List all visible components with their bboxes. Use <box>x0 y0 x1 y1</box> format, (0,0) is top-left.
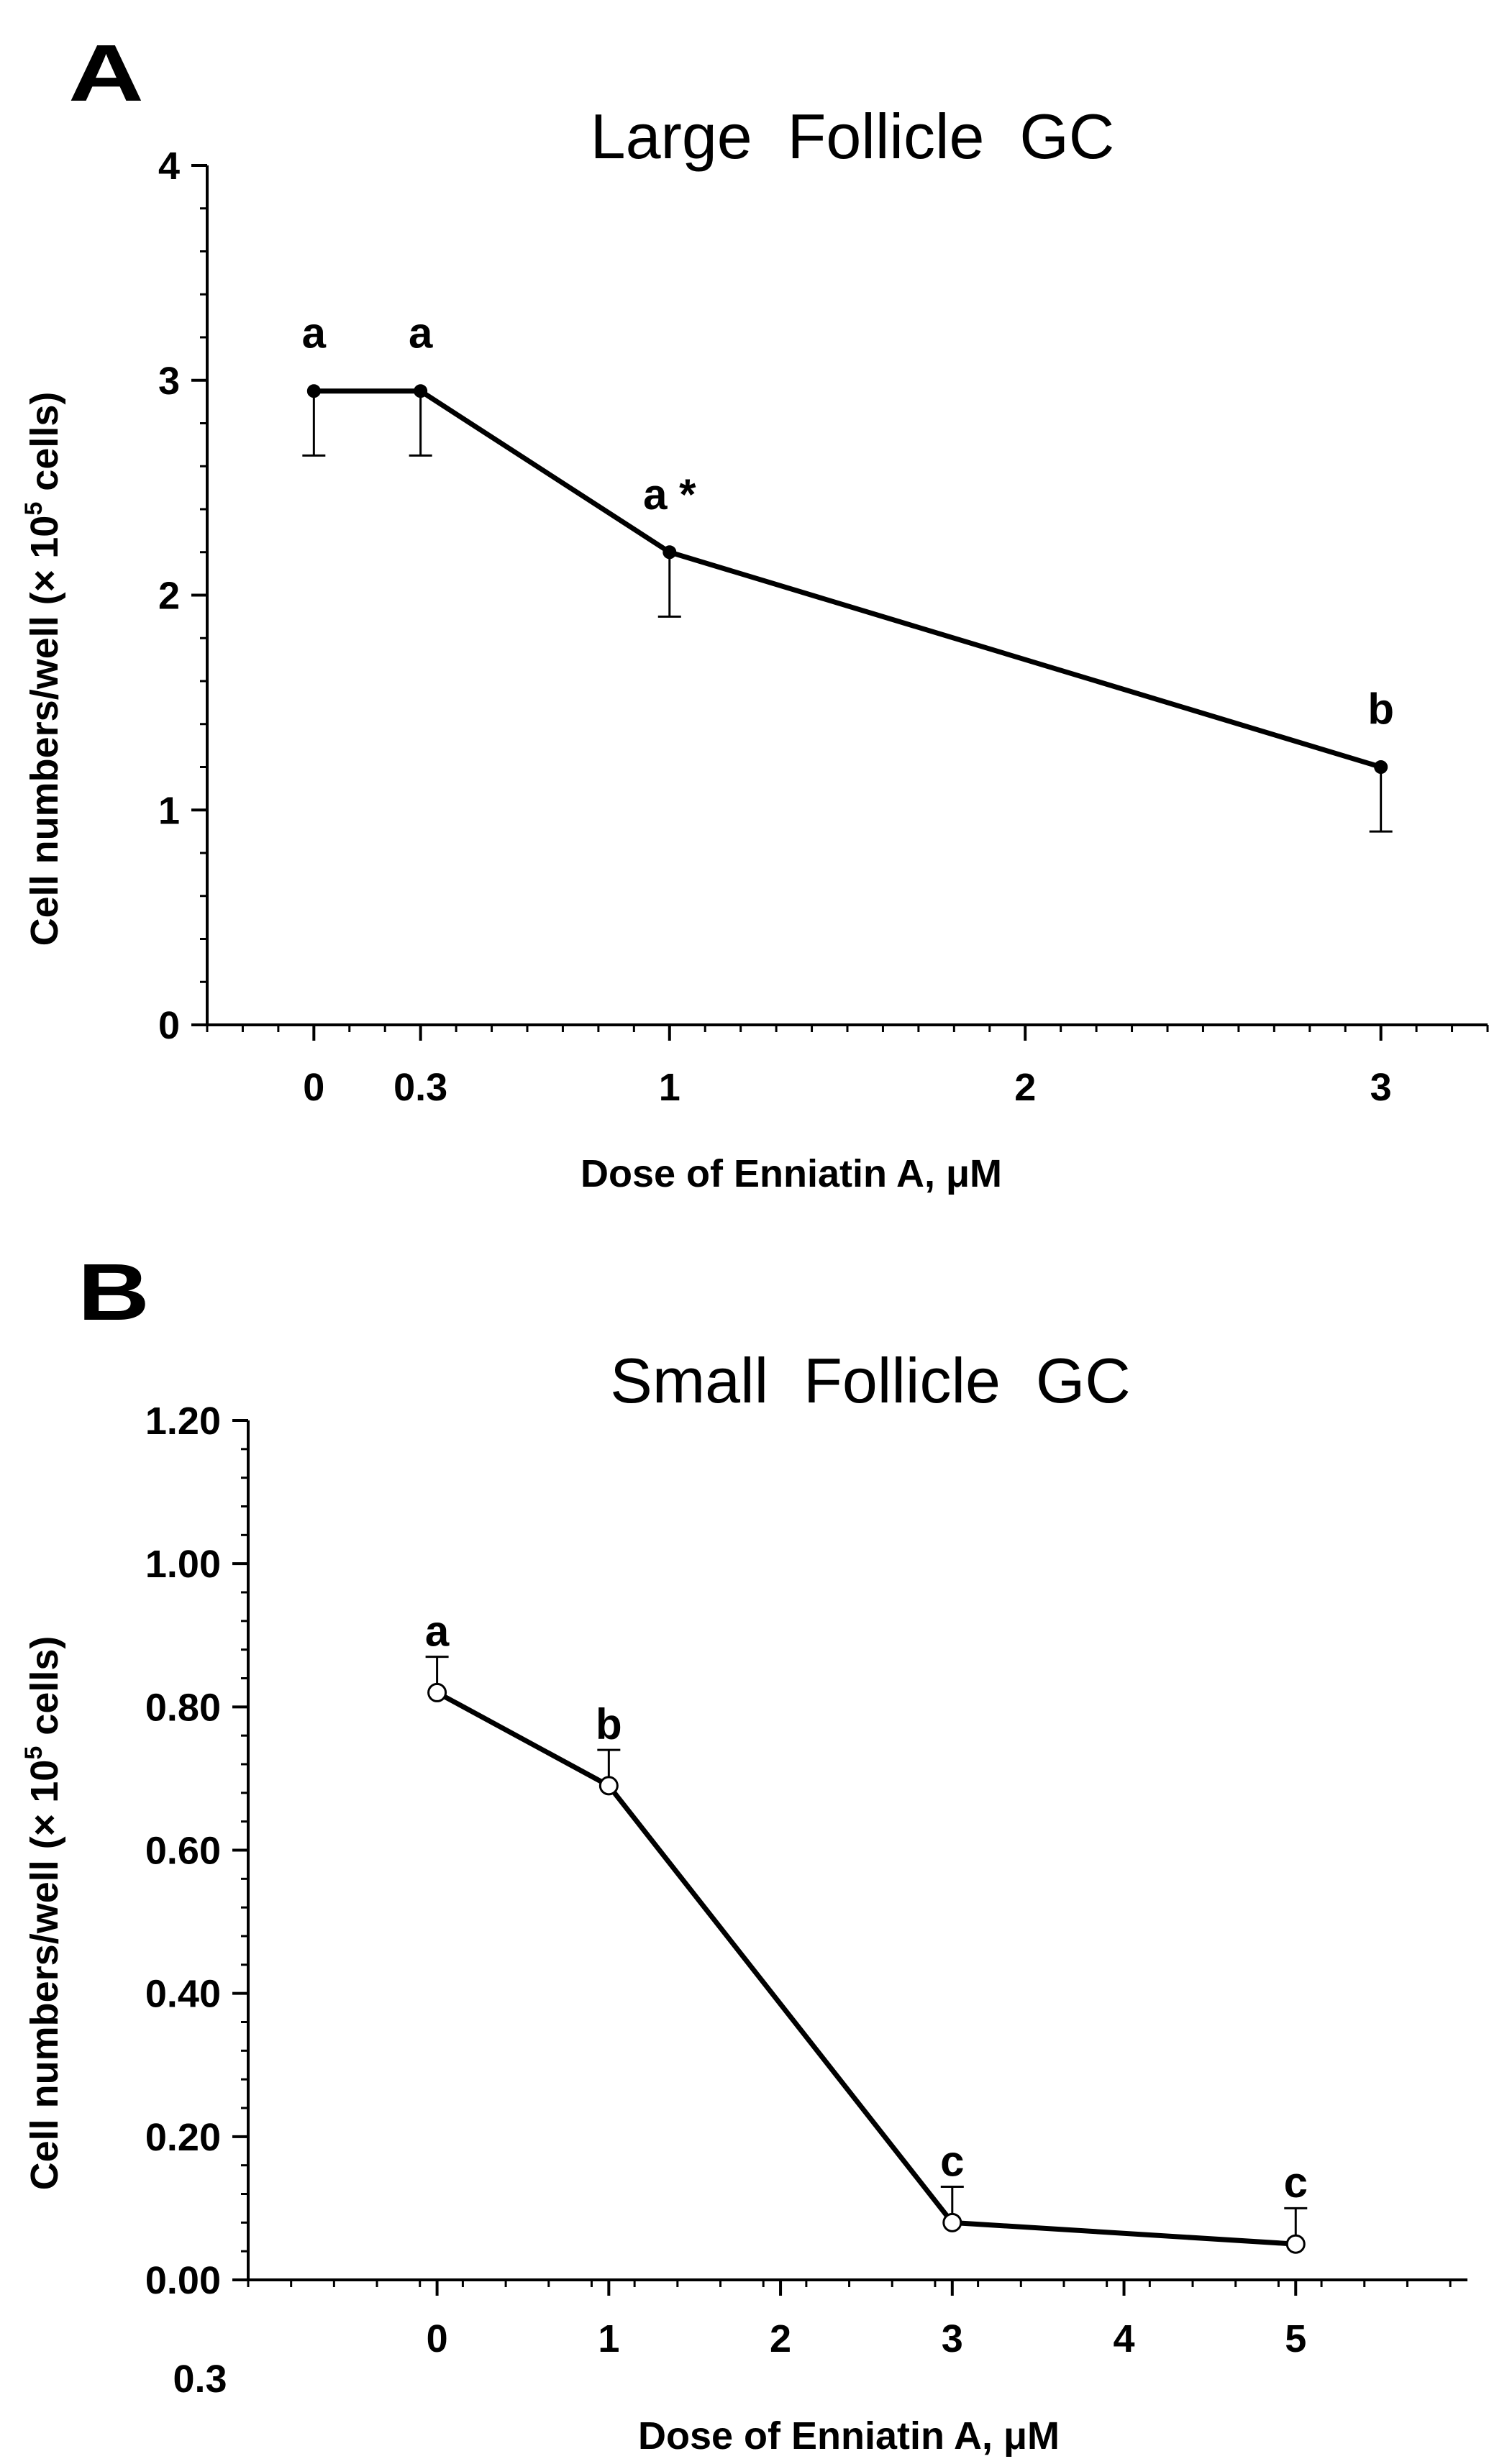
panel-b-extra-x-label: 0.3 <box>173 2358 227 2401</box>
panel-b-data-point <box>1285 2234 1306 2254</box>
panel-a-title: Large Follicle GC <box>591 101 1115 172</box>
panel-b-y-tick-label: 1.00 <box>145 1543 221 1586</box>
panel-b-significance-label: b <box>596 1700 622 1748</box>
panel-b-x-tick-label: 3 <box>942 2317 963 2360</box>
panel-a-y-tick-label: 1 <box>158 789 180 832</box>
panel-b-data-point <box>598 1776 619 1796</box>
panel-a-letter: A <box>68 28 144 118</box>
panel-b-y-tick-label: 0.60 <box>145 1830 221 1873</box>
panel-b-y-tick-label: 0.80 <box>145 1686 221 1729</box>
panel-b-y-tick-label: 0.40 <box>145 1973 221 2016</box>
panel-b-significance-label: a <box>425 1607 450 1655</box>
panel-b-y-axis: 0.00 0.20 0.40 0.60 0.80 1.00 1.20 <box>145 1400 250 2302</box>
panel-b-letter: B <box>78 1247 150 1337</box>
panel-a-x-tick-label: 0 <box>303 1066 324 1109</box>
panel-b-data-point <box>942 2212 962 2232</box>
panel-a: A Large Follicle GC 0 0.3 1 2 3 0 1 2 3 4 a a a * b… <box>20 28 1489 1195</box>
panel-a-x-tick-label: 2 <box>1014 1066 1036 1109</box>
panel-a-x-axis-label: Dose of Enniatin A, μM <box>581 1152 1002 1195</box>
panel-b-y-axis-label-post: cells) <box>23 1636 66 1746</box>
panel-a-x-tick-label: 3 <box>1370 1066 1392 1109</box>
panel-a-y-tick-label: 4 <box>158 145 180 188</box>
panel-a-data-point <box>663 545 677 560</box>
panel-a-y-axis-label: Cell numbers/well (× 105 cells) <box>20 392 66 946</box>
panel-b-significance-label: c <box>940 2137 964 2185</box>
panel-a-series: a a a * b <box>302 309 1394 833</box>
panel-b-y-axis-label-pre: Cell numbers/well (× 10 <box>23 1760 66 2191</box>
panel-b-y-tick-label: 0.00 <box>145 2259 221 2302</box>
panel-a-x-tick-label: 0.3 <box>393 1066 447 1109</box>
panel-a-significance-label: a <box>302 309 327 357</box>
panel-b-series: a b c c <box>425 1607 1308 2254</box>
panel-a-x-tick-label: 1 <box>659 1066 680 1109</box>
panel-a-data-point <box>414 384 428 398</box>
panel-a-y-axis-label-sup: 5 <box>20 502 47 516</box>
panel-a-significance-label: a * <box>643 470 696 519</box>
panel-b-y-axis-label-sup: 5 <box>20 1746 47 1760</box>
panel-a-y-tick-label: 2 <box>158 575 180 618</box>
panel-b-x-tick-label: 5 <box>1285 2317 1306 2360</box>
panel-b-data-point <box>427 1682 447 1702</box>
panel-b-y-axis-label: Cell numbers/well (× 105 cells) <box>20 1636 66 2191</box>
panel-a-y-tick-label: 3 <box>158 360 180 403</box>
panel-a-data-point <box>1374 760 1388 774</box>
panel-a-significance-label: a <box>409 309 433 357</box>
panel-b-significance-label: c <box>1284 2158 1308 2207</box>
panel-a-data-point <box>306 384 321 398</box>
panel-a-y-axis: 0 1 2 3 4 <box>158 145 209 1047</box>
panel-b-x-tick-label: 0 <box>427 2317 448 2360</box>
panel-b-series-line <box>435 1690 1296 2247</box>
panel-a-y-axis-label-post: cells) <box>23 392 66 502</box>
panel-b-x-tick-label: 2 <box>770 2317 791 2360</box>
panel-a-x-axis: 0 0.3 1 2 3 <box>206 1023 1489 1109</box>
panel-b-x-axis: 0 1 2 3 4 5 <box>247 2278 1467 2360</box>
panel-b-title: Small Follicle GC <box>610 1345 1131 1416</box>
panel-a-y-axis-label-pre: Cell numbers/well (× 10 <box>23 516 66 946</box>
panel-b-y-tick-label: 0.20 <box>145 2116 221 2159</box>
panel-b-x-tick-label: 4 <box>1114 2317 1135 2360</box>
panel-a-significance-label: b <box>1367 685 1394 734</box>
panel-b-x-tick-label: 1 <box>598 2317 619 2360</box>
panel-a-y-tick-label: 0 <box>158 1004 180 1047</box>
panel-b-y-tick-label: 1.20 <box>145 1400 221 1443</box>
panel-b-x-axis-label: Dose of Enniatin A, μM <box>638 2414 1060 2458</box>
panel-a-series-line <box>314 388 1382 770</box>
